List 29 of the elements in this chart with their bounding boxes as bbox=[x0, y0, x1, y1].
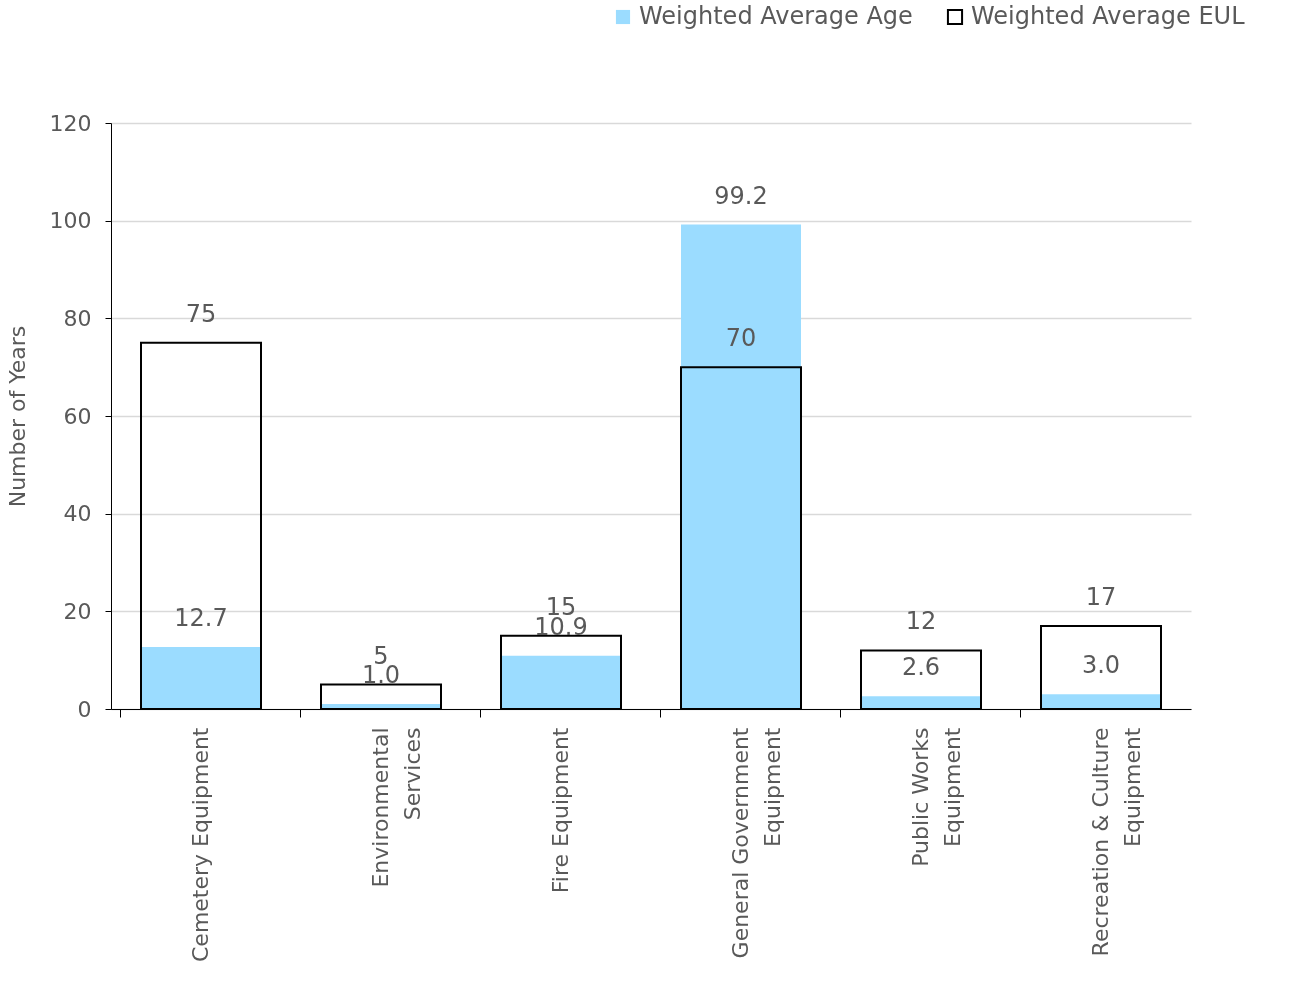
y-tick-label: 40 bbox=[63, 501, 92, 527]
y-tick-label: 80 bbox=[63, 305, 92, 331]
y-tick-label: 100 bbox=[49, 208, 92, 234]
data-label: 12.7 bbox=[174, 603, 228, 632]
x-tick-label: Recreation & Culture Equipment bbox=[1088, 727, 1145, 957]
y-tick-label: 20 bbox=[63, 598, 92, 624]
x-tick-label: General Government Equipment bbox=[728, 727, 785, 959]
bar bbox=[861, 696, 981, 709]
data-label: 3.0 bbox=[1081, 651, 1121, 680]
data-label: 99.2 bbox=[714, 181, 768, 210]
data-label: 2.6 bbox=[901, 653, 941, 682]
y-axis-title: Number of Years bbox=[4, 325, 30, 508]
bar bbox=[1041, 694, 1161, 709]
data-label: 17 bbox=[1085, 582, 1117, 611]
bar bbox=[141, 646, 261, 709]
bar bbox=[681, 224, 801, 709]
bar bbox=[501, 655, 621, 709]
y-tick-label: 60 bbox=[63, 403, 92, 429]
legend-label: Weighted Average Age bbox=[639, 2, 913, 30]
y-tick-label: 0 bbox=[77, 696, 92, 722]
data-label: 70 bbox=[725, 324, 757, 353]
x-tick-label: Fire Equipment bbox=[548, 727, 573, 894]
x-tick-label: Environmental Services bbox=[368, 727, 425, 888]
data-label: 12 bbox=[905, 607, 937, 636]
x-tick-label: Public Works Equipment bbox=[908, 727, 965, 867]
data-label: 75 bbox=[185, 299, 217, 328]
legend-label: Weighted Average EUL bbox=[971, 2, 1246, 30]
x-tick-label: Cemetery Equipment bbox=[188, 727, 213, 963]
y-tick-label: 120 bbox=[49, 110, 92, 136]
